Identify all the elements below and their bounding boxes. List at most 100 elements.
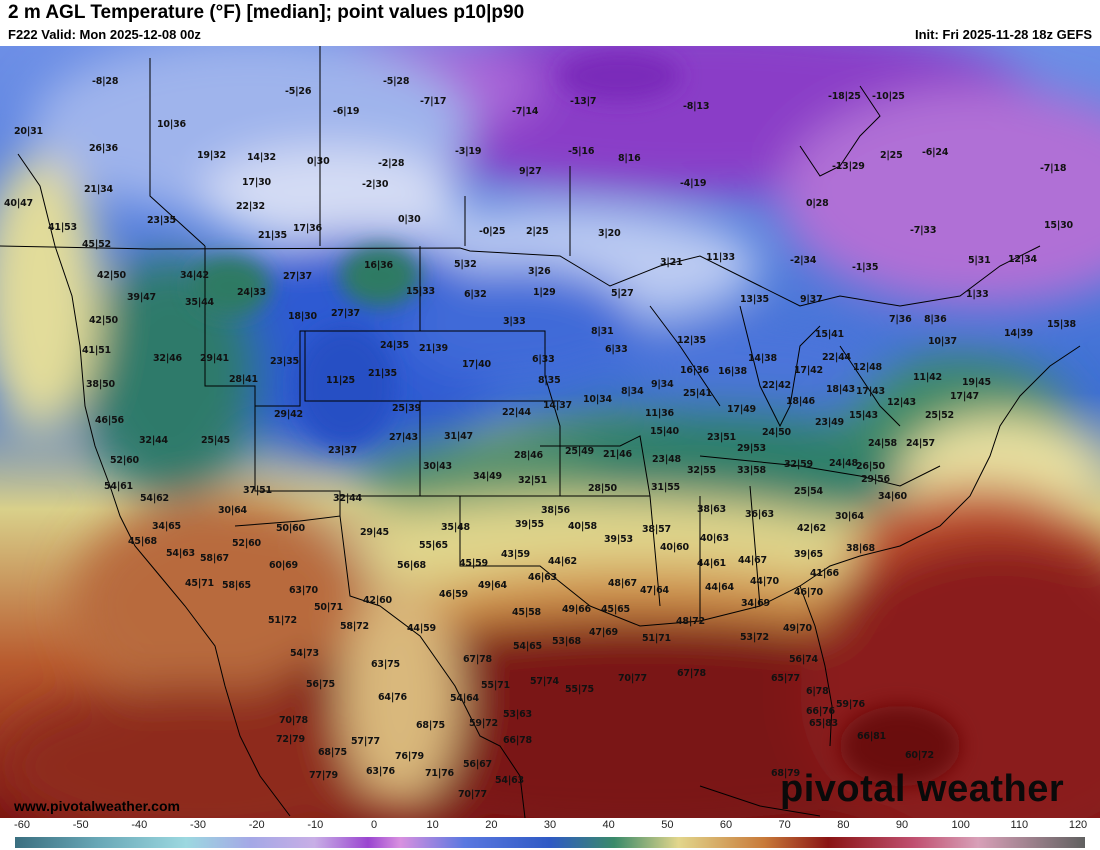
point-value-label: 2|25 xyxy=(880,150,903,161)
point-value-label: 9|37 xyxy=(800,294,823,305)
point-value-label: 15|38 xyxy=(1047,319,1076,330)
point-value-label: 3|26 xyxy=(528,266,551,277)
point-value-label: 18|43 xyxy=(826,384,855,395)
point-value-label: 18|30 xyxy=(288,311,317,322)
website-url[interactable]: www.pivotalweather.com xyxy=(14,798,180,814)
point-value-label: 6|33 xyxy=(532,354,555,365)
point-value-label: 42|60 xyxy=(363,595,392,606)
point-value-label: 17|42 xyxy=(794,365,823,376)
point-value-label: 33|58 xyxy=(737,465,766,476)
point-value-label: 15|40 xyxy=(650,426,679,437)
point-value-label: 16|38 xyxy=(718,366,747,377)
point-value-label: 23|51 xyxy=(707,432,736,443)
color-scale-tick-label: -30 xyxy=(190,819,206,831)
point-value-label: 3|20 xyxy=(598,228,621,239)
point-value-label: 30|43 xyxy=(423,461,452,472)
temperature-blobs xyxy=(0,46,1100,818)
point-value-label: 24|35 xyxy=(380,340,409,351)
point-value-label: -5|28 xyxy=(383,76,410,87)
point-value-label: 12|34 xyxy=(1008,254,1037,265)
point-value-label: 22|44 xyxy=(502,407,531,418)
point-value-label: 72|79 xyxy=(276,734,305,745)
point-value-label: -13|7 xyxy=(570,96,597,107)
point-value-label: 46|56 xyxy=(95,415,124,426)
point-value-label: 63|75 xyxy=(371,659,400,670)
point-value-label: 23|37 xyxy=(328,445,357,456)
point-value-label: 23|49 xyxy=(815,417,844,428)
point-value-label: 22|44 xyxy=(822,352,851,363)
point-value-label: 57|74 xyxy=(530,676,559,687)
point-value-label: 10|37 xyxy=(928,336,957,347)
point-value-label: 45|59 xyxy=(459,558,488,569)
point-value-label: 36|63 xyxy=(745,509,774,520)
point-value-label: 58|65 xyxy=(222,580,251,591)
point-value-label: 9|34 xyxy=(651,379,674,390)
point-value-label: 32|44 xyxy=(333,493,362,504)
temperature-map[interactable]: -8|28 -5|26 -6|19 -5|28 -7|17 -7|14 -13|7 -8|13… xyxy=(0,46,1100,818)
point-value-label: 68|75 xyxy=(416,720,445,731)
point-value-label: 8|34 xyxy=(621,386,644,397)
point-value-label: 8|36 xyxy=(924,314,947,325)
point-value-label: -5|26 xyxy=(285,86,312,97)
point-value-label: 5|27 xyxy=(611,288,634,299)
point-value-label: -6|19 xyxy=(333,106,360,117)
point-value-label: 54|65 xyxy=(513,641,542,652)
point-value-label: 32|55 xyxy=(687,465,716,476)
point-value-label: 11|42 xyxy=(913,372,942,383)
point-value-label: 25|54 xyxy=(794,486,823,497)
point-value-label: 67|78 xyxy=(677,668,706,679)
point-value-label: 54|62 xyxy=(140,493,169,504)
point-value-label: 37|51 xyxy=(243,485,272,496)
point-value-label: 76|79 xyxy=(395,751,424,762)
point-value-label: 45|68 xyxy=(128,536,157,547)
point-value-label: 27|43 xyxy=(389,432,418,443)
point-value-label: -7|33 xyxy=(910,225,937,236)
point-value-label: 66|78 xyxy=(503,735,532,746)
point-value-label: -4|19 xyxy=(680,178,707,189)
point-value-label: 28|46 xyxy=(514,450,543,461)
point-value-label: 30|64 xyxy=(218,505,247,516)
color-scale-tick-label: 0 xyxy=(370,819,378,831)
point-value-label: 9|27 xyxy=(519,166,542,177)
point-value-label: 56|68 xyxy=(397,560,426,571)
point-value-label: -2|34 xyxy=(790,255,817,266)
point-value-label: 23|48 xyxy=(652,454,681,465)
point-value-label: 39|53 xyxy=(604,534,633,545)
point-value-label: 25|49 xyxy=(565,446,594,457)
point-value-label: 40|47 xyxy=(4,198,33,209)
point-value-label: 28|41 xyxy=(229,374,258,385)
point-value-label: 64|76 xyxy=(378,692,407,703)
point-value-label: -7|14 xyxy=(512,106,539,117)
point-value-label: 54|63 xyxy=(166,548,195,559)
point-value-label: 44|59 xyxy=(407,623,436,634)
point-value-label: 50|60 xyxy=(276,523,305,534)
point-value-label: 38|68 xyxy=(846,543,875,554)
point-value-label: 71|76 xyxy=(425,768,454,779)
point-value-label: 49|66 xyxy=(562,604,591,615)
point-value-label: 25|52 xyxy=(925,410,954,421)
point-value-label: 32|59 xyxy=(784,459,813,470)
point-value-label: 51|72 xyxy=(268,615,297,626)
point-value-label: 47|64 xyxy=(640,585,669,596)
point-value-label: -2|28 xyxy=(378,158,405,169)
init-time: Init: Fri 2025-11-28 18z GEFS xyxy=(914,27,1092,42)
point-value-label: 65|77 xyxy=(771,673,800,684)
point-value-label: 42|50 xyxy=(89,315,118,326)
point-value-label: 55|71 xyxy=(481,680,510,691)
point-value-label: 48|67 xyxy=(608,578,637,589)
point-value-label: 44|62 xyxy=(548,556,577,567)
point-value-label: 26|50 xyxy=(856,461,885,472)
point-value-label: 22|32 xyxy=(236,201,265,212)
point-value-label: 53|72 xyxy=(740,632,769,643)
point-value-label: 32|46 xyxy=(153,353,182,364)
point-value-label: 10|34 xyxy=(583,394,612,405)
point-value-label: 27|37 xyxy=(283,271,312,282)
point-value-label: -10|25 xyxy=(872,91,905,102)
header: 2 m AGL Temperature (°F) [median]; point… xyxy=(0,0,1100,46)
point-value-label: 40|58 xyxy=(568,521,597,532)
point-value-label: 43|59 xyxy=(501,549,530,560)
point-value-label: -8|13 xyxy=(683,101,710,112)
point-value-label: 54|61 xyxy=(104,481,133,492)
point-value-label: 22|42 xyxy=(762,380,791,391)
point-value-label: 32|44 xyxy=(139,435,168,446)
